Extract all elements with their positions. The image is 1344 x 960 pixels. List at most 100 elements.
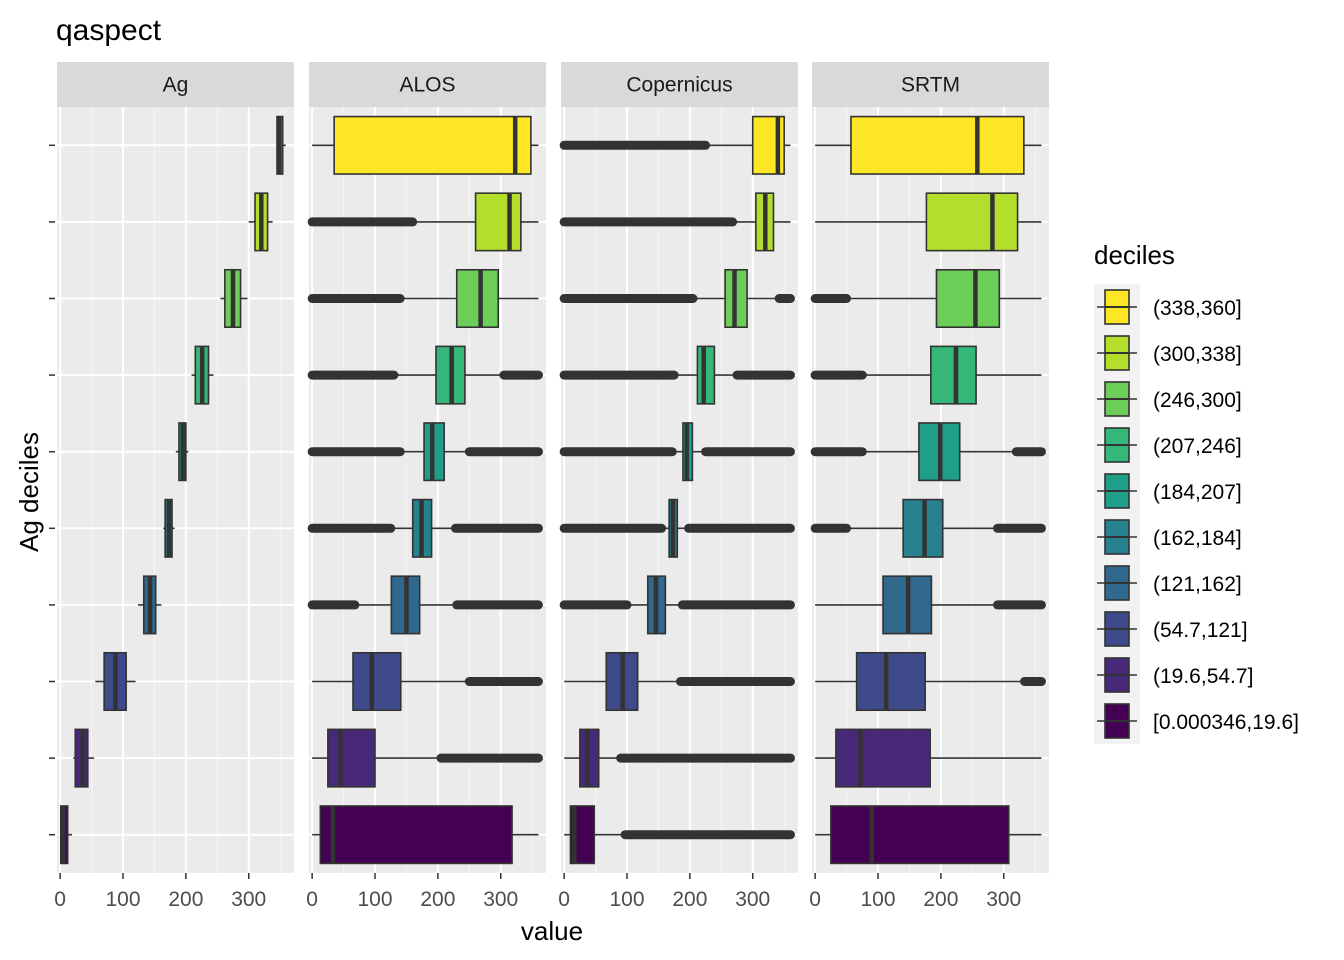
y-axis-label: Ag deciles	[14, 432, 44, 552]
legend: deciles (338,360] (300,338] (246,300] (207,…	[1094, 240, 1299, 744]
x-tick-label: 200	[672, 888, 707, 911]
box-(162,184]	[163, 498, 175, 558]
x-axis-label: value	[521, 916, 583, 946]
legend-title: deciles	[1094, 240, 1175, 270]
box-(54.7,121]	[815, 651, 1046, 712]
legend-label: (246,300]	[1153, 389, 1242, 412]
box-iqr	[352, 651, 402, 712]
box-(246,300]	[307, 268, 539, 329]
box-(19.6,54.7]	[73, 728, 95, 788]
facet-label: ALOS	[399, 74, 455, 97]
box-(54.7,121]	[312, 651, 543, 712]
box-(300,338]	[559, 192, 791, 252]
x-tick-label: 100	[357, 888, 392, 911]
box-(19.6,54.7]	[564, 728, 795, 788]
box-[0.000346,19.6]	[312, 805, 539, 865]
x-tick-label: 100	[609, 888, 644, 911]
box-(184,207]	[810, 422, 1046, 482]
x-tick-label: 100	[105, 888, 140, 911]
box-(19.6,54.7]	[312, 728, 543, 788]
chart-title: qaspect	[56, 14, 162, 47]
box-iqr	[850, 115, 1025, 175]
x-tick-label: 300	[735, 888, 770, 911]
legend-entry: (300,338]	[1094, 330, 1242, 376]
facet-strip	[309, 62, 546, 107]
box-iqr	[474, 192, 522, 252]
box-iqr	[855, 651, 926, 712]
box-(184,207]	[175, 422, 189, 482]
x-tick-label: 0	[306, 888, 318, 911]
box-(121,162]	[307, 575, 543, 635]
x-tick-label: 0	[54, 888, 66, 911]
panel-copernicus: Copernicus 0 100 200 300	[558, 62, 798, 911]
legend-entry: (338,360]	[1094, 284, 1242, 330]
box-[0.000346,19.6]	[815, 805, 1042, 865]
box-(121,162]	[559, 575, 795, 635]
legend-entry: (54.7,121]	[1094, 606, 1248, 652]
box-(246,300]	[220, 268, 248, 329]
box-(162,184]	[307, 498, 543, 558]
box-(19.6,54.7]	[815, 728, 1042, 788]
box-(300,338]	[815, 192, 1042, 252]
box-iqr	[835, 728, 931, 788]
box-[0.000346,19.6]	[564, 805, 795, 865]
legend-label: (338,360]	[1153, 297, 1242, 320]
legend-entry: (184,207]	[1094, 468, 1242, 514]
box-iqr	[319, 805, 513, 865]
box-(54.7,121]	[564, 651, 795, 712]
box-iqr	[930, 345, 977, 405]
box-[0.000346,19.6]	[59, 805, 73, 865]
legend-label: (19.6,54.7]	[1153, 665, 1253, 688]
legend-entry: (162,184]	[1094, 514, 1242, 560]
x-tick-label: 200	[923, 888, 958, 911]
facet-strip	[57, 62, 294, 107]
box-(207,246]	[307, 345, 543, 405]
x-tick-label: 200	[168, 888, 203, 911]
panel-alos: ALOS 0 100 200 300	[306, 62, 546, 911]
facet-label: Ag	[163, 74, 189, 97]
legend-label: (184,207]	[1153, 481, 1242, 504]
box-(300,338]	[307, 192, 539, 252]
legend-label: (121,162]	[1153, 573, 1242, 596]
legend-entry: (246,300]	[1094, 376, 1242, 422]
panel-srtm: SRTM 0 100 200 300	[809, 62, 1049, 911]
x-tick-label: 100	[860, 888, 895, 911]
box-(338,360]	[276, 115, 286, 175]
legend-label: (207,246]	[1153, 435, 1242, 458]
box-(246,300]	[559, 268, 795, 329]
panel-ag: Ag 0 100 200 300	[54, 62, 294, 911]
box-(184,207]	[307, 422, 543, 482]
legend-label: (162,184]	[1153, 527, 1242, 550]
box-(338,360]	[559, 115, 791, 175]
x-tick-label: 200	[420, 888, 455, 911]
legend-label: (300,338]	[1153, 343, 1242, 366]
box-(338,360]	[312, 115, 539, 175]
legend-label: [0.000346,19.6]	[1153, 711, 1299, 734]
box-iqr	[925, 192, 1019, 252]
x-tick-label: 300	[231, 888, 266, 911]
x-tick-label: 0	[809, 888, 821, 911]
box-(338,360]	[815, 115, 1042, 175]
box-(121,162]	[138, 575, 162, 635]
box-(246,300]	[810, 268, 1042, 329]
box-iqr	[333, 115, 532, 175]
facet-strip	[812, 62, 1049, 107]
facet-label: SRTM	[901, 74, 960, 97]
x-tick-label: 300	[483, 888, 518, 911]
box-(184,207]	[559, 422, 795, 482]
x-tick-label: 300	[986, 888, 1021, 911]
legend-label: (54.7,121]	[1153, 619, 1248, 642]
box-(207,246]	[559, 345, 795, 405]
box-(121,162]	[815, 575, 1046, 635]
x-tick-label: 0	[558, 888, 570, 911]
legend-entry: (207,246]	[1094, 422, 1242, 468]
facet-label: Copernicus	[626, 74, 732, 97]
box-iqr	[327, 728, 376, 788]
box-(300,338]	[248, 192, 273, 252]
box-(207,246]	[810, 345, 1042, 405]
legend-entry: (19.6,54.7]	[1094, 652, 1253, 698]
box-(54.7,121]	[95, 651, 136, 712]
box-iqr	[935, 268, 1001, 329]
box-iqr	[830, 805, 1010, 865]
